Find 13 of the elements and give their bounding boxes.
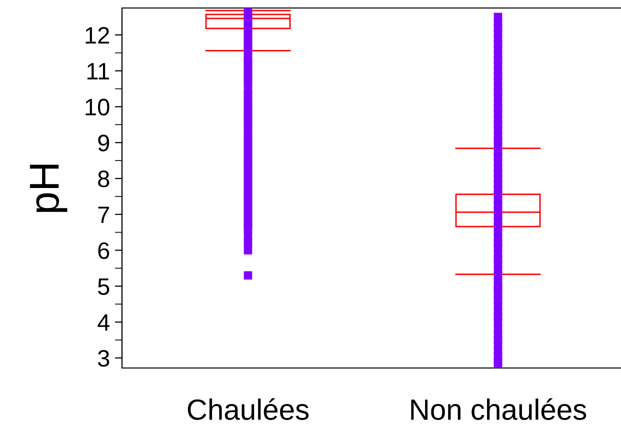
y-tick-label: 5 [98, 278, 110, 295]
y-tick-label: 3 [98, 350, 110, 367]
y-tick-label: 8 [98, 170, 110, 188]
y-tick-label: 10 [86, 98, 110, 116]
y-tick-label: 12 [86, 26, 110, 44]
y-tick-label: 6 [98, 242, 110, 260]
y-tick-label: 7 [98, 206, 110, 223]
y-tick-label: 4 [98, 314, 110, 331]
y-axis-title: pH [30, 164, 68, 212]
x-tick-label: Chaulées [188, 398, 309, 420]
x-tick-label: Non chaulées [411, 398, 586, 420]
y-tick-label: 9 [98, 134, 110, 152]
y-tick-label: 11 [87, 63, 110, 80]
